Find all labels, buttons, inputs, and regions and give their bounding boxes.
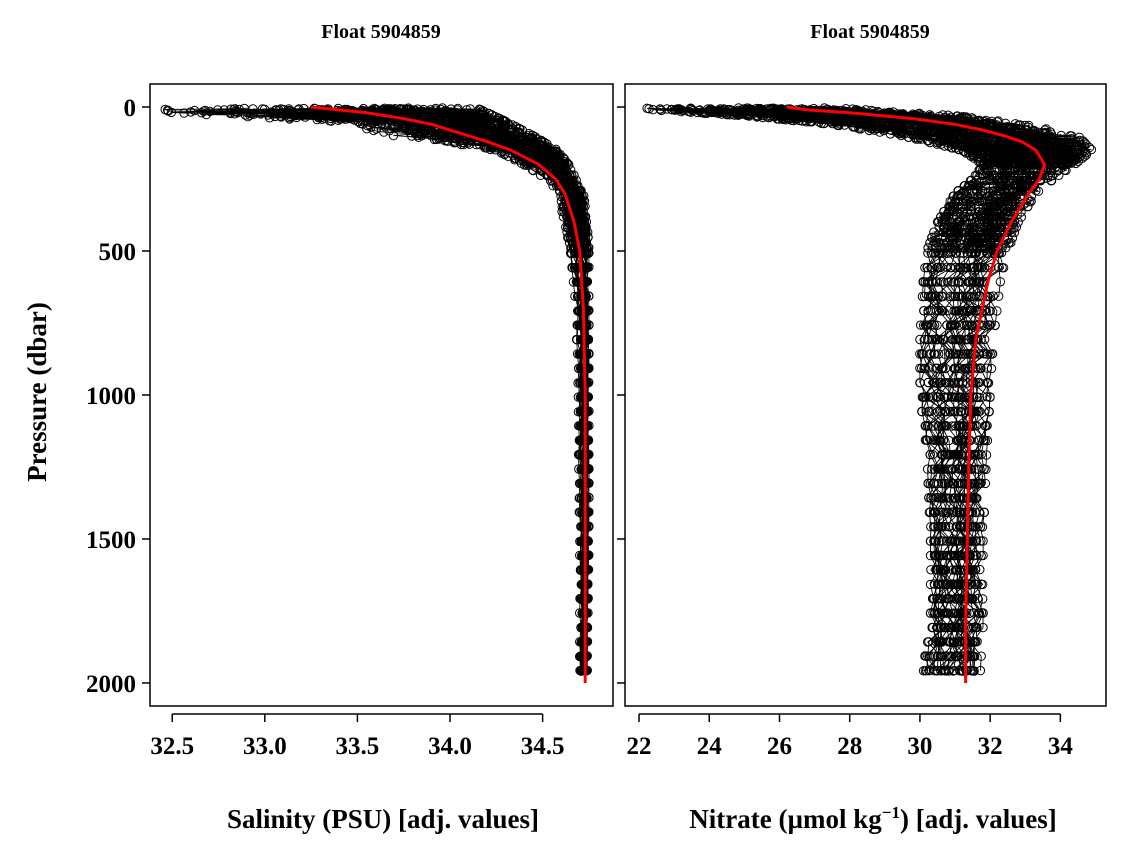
profile-point bbox=[166, 107, 177, 118]
profile-line bbox=[341, 108, 588, 671]
salinity-plot-area bbox=[149, 83, 614, 707]
profile-point bbox=[474, 104, 485, 114]
profile-point bbox=[196, 108, 207, 118]
profile-point bbox=[186, 107, 196, 117]
profile-point bbox=[568, 263, 578, 273]
profile-point bbox=[230, 106, 241, 116]
profile-line bbox=[262, 108, 585, 671]
profile-point bbox=[242, 107, 252, 118]
profile-point bbox=[479, 106, 489, 117]
profile-point bbox=[535, 170, 546, 181]
profile-line bbox=[344, 107, 587, 671]
profile-point bbox=[422, 129, 432, 139]
profile-point bbox=[288, 107, 298, 117]
profile-line bbox=[165, 108, 583, 671]
salinity-mean-line bbox=[310, 105, 587, 683]
profile-point bbox=[429, 134, 440, 145]
profile-line bbox=[298, 108, 587, 671]
profile-point bbox=[569, 196, 580, 207]
profile-point bbox=[536, 135, 546, 146]
profile-line bbox=[303, 108, 587, 671]
profile-point bbox=[414, 124, 425, 134]
profile-line bbox=[345, 108, 588, 671]
profile-point bbox=[179, 108, 189, 118]
profile-point bbox=[407, 125, 418, 136]
profile-point bbox=[219, 105, 229, 115]
profile-point bbox=[285, 111, 295, 122]
profile-point bbox=[229, 104, 239, 114]
profile-line bbox=[224, 108, 585, 672]
profile-point bbox=[225, 108, 236, 118]
profile-point bbox=[458, 109, 468, 119]
profile-line bbox=[724, 109, 1029, 671]
profile-line bbox=[365, 107, 589, 671]
profile-point bbox=[255, 109, 266, 119]
profile-line bbox=[351, 109, 588, 671]
panel-2-title: Float 5904859 bbox=[810, 21, 929, 43]
profile-line bbox=[194, 108, 583, 672]
profile-line bbox=[190, 108, 584, 671]
profile-line bbox=[284, 107, 586, 671]
profile-line bbox=[327, 108, 588, 671]
profile-point bbox=[368, 125, 379, 136]
profile-line bbox=[264, 108, 586, 671]
y-axis-label: Pressure (dbar) bbox=[22, 302, 52, 482]
profile-line bbox=[308, 108, 587, 671]
profile-point bbox=[407, 131, 417, 141]
profile-point bbox=[562, 227, 572, 238]
salinity-profile-points bbox=[160, 103, 594, 676]
profile-point bbox=[446, 104, 456, 114]
profile-line bbox=[236, 108, 585, 671]
profile-point bbox=[366, 122, 376, 133]
profile-point bbox=[527, 130, 537, 141]
nitrate-profile-points bbox=[642, 103, 1097, 676]
profile-line bbox=[347, 108, 589, 671]
panel-1-title: Float 5904859 bbox=[321, 21, 440, 43]
profile-line bbox=[235, 109, 585, 671]
profile-point bbox=[563, 217, 573, 228]
profile-line bbox=[361, 109, 589, 671]
profile-point bbox=[554, 165, 565, 176]
profile-point bbox=[393, 122, 403, 132]
nitrate-plot-area bbox=[624, 83, 1107, 707]
profile-line bbox=[322, 108, 587, 671]
profile-point bbox=[283, 108, 293, 118]
profile-point bbox=[377, 116, 387, 126]
profile-line bbox=[298, 108, 587, 671]
profile-point bbox=[384, 126, 394, 136]
profile-point bbox=[189, 105, 200, 116]
